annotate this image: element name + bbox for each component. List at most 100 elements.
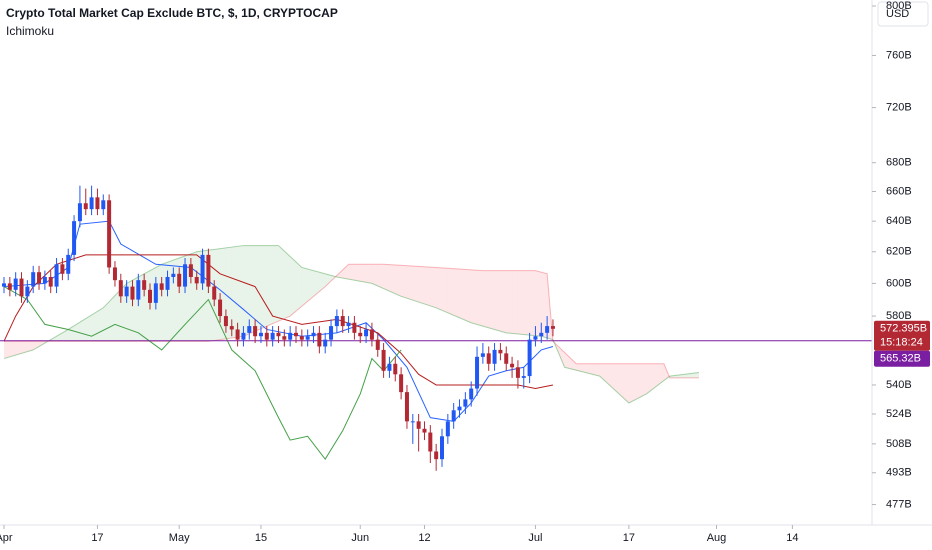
candle-body — [387, 363, 392, 371]
candle-body — [311, 332, 316, 337]
cloud-fill — [85, 314, 92, 342]
x-tick-label: Jun — [351, 532, 369, 544]
cloud-fill — [424, 266, 431, 306]
candle-body — [346, 322, 351, 327]
cloud-fill — [652, 363, 659, 390]
cloud-fill — [459, 269, 466, 321]
candle-body — [31, 272, 36, 287]
x-tick-label: 14 — [786, 532, 798, 544]
cloud-fill — [272, 245, 279, 324]
candle-body — [317, 332, 322, 347]
candle-body — [89, 197, 94, 210]
cloud-fill — [377, 264, 384, 289]
candle-body — [148, 289, 152, 303]
indicator-line — [3, 254, 554, 390]
candle-body — [381, 349, 386, 371]
cloud-fill — [266, 245, 273, 327]
cloud-fill — [389, 264, 396, 294]
last-price-label: 572.395B — [880, 323, 927, 335]
x-tick-label: 15 — [255, 532, 267, 544]
cloud-fill — [366, 264, 372, 284]
cloud-fill — [617, 363, 624, 398]
cloud-fill — [56, 332, 63, 342]
cloud-fill — [430, 267, 437, 308]
cloud-fill — [354, 264, 361, 282]
cloud-fill — [605, 363, 612, 387]
candle-body — [37, 272, 42, 284]
candle-body — [545, 326, 550, 333]
candle-body — [165, 276, 170, 290]
cloud-fill — [465, 269, 472, 323]
cloud-fill — [558, 346, 565, 368]
cloud-fill — [611, 363, 618, 393]
candle-body — [440, 436, 444, 460]
cloud-fill — [150, 267, 156, 342]
y-tick-label: 493B — [886, 467, 912, 479]
cloud-fill — [4, 341, 10, 359]
cloud-fill — [301, 267, 308, 307]
cloud-fill — [79, 318, 86, 342]
cloud-fill — [687, 373, 694, 378]
candle-body — [329, 326, 334, 340]
x-tick-label: May — [169, 532, 190, 544]
last-price-tag — [874, 320, 930, 351]
cloud-fill — [593, 363, 600, 377]
indicator-line — [4, 263, 699, 379]
candle-body — [112, 267, 117, 281]
candle-body — [183, 264, 188, 287]
candle-body — [171, 273, 176, 277]
x-tick-label: Jul — [528, 532, 542, 544]
cloud-fill — [231, 246, 238, 338]
cloud-fill — [319, 272, 326, 292]
cloud-fill — [91, 311, 98, 342]
plot-area — [0, 185, 872, 471]
candle-body — [451, 410, 456, 422]
candle-body — [533, 336, 538, 340]
candle-body — [153, 283, 158, 303]
candle-body — [188, 264, 193, 277]
cloud-fill — [412, 266, 419, 303]
cloud-fill — [646, 363, 653, 394]
cloud-fill — [15, 341, 22, 356]
candle-body — [206, 254, 211, 287]
candle-body — [247, 326, 252, 333]
candle-body — [480, 353, 485, 357]
candle-body — [521, 376, 526, 378]
cloud-fill — [582, 363, 588, 374]
cloud-fill — [588, 363, 594, 375]
candle-body — [13, 278, 18, 290]
candle-body — [270, 332, 275, 340]
y-tick-label: 580B — [886, 310, 912, 322]
candle-body — [235, 329, 240, 340]
currency[interactable]: USD — [886, 8, 909, 20]
cloud-fill — [27, 341, 34, 352]
cloud-fill — [570, 358, 577, 371]
cloud-fill — [640, 363, 647, 397]
currency-box[interactable] — [877, 1, 929, 27]
cloud-fill — [436, 267, 442, 311]
cloud-fill — [371, 264, 378, 286]
cloud-fill — [500, 270, 507, 333]
candle-body — [60, 264, 65, 274]
cloud-fill — [278, 245, 285, 322]
cloud-fill — [406, 265, 413, 301]
candle-body — [42, 276, 47, 284]
candle-body — [334, 316, 339, 327]
candle-body — [159, 283, 164, 290]
candle-body — [404, 392, 409, 422]
cloud-fill — [482, 270, 489, 328]
candle-body — [200, 254, 205, 284]
indicator-name: Ichimoku — [6, 24, 54, 38]
cloud-fill — [336, 269, 343, 279]
cloud-fill — [418, 266, 425, 304]
cloud-fill — [477, 270, 483, 327]
y-tick-label: 760B — [886, 49, 912, 61]
indicator-line — [3, 286, 402, 461]
cloud-fill — [669, 375, 676, 378]
candle-body — [515, 367, 520, 378]
candle-body — [130, 286, 135, 300]
cloud-fill — [325, 273, 332, 287]
cloud-fill — [541, 272, 548, 338]
cloud-fill — [237, 245, 244, 338]
cloud-fill — [523, 270, 530, 336]
